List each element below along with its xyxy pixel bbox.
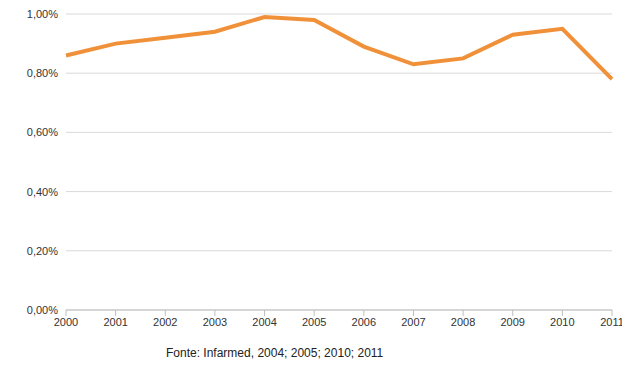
svg-text:2003: 2003 [203,316,227,328]
svg-text:2005: 2005 [302,316,326,328]
svg-text:2011: 2011 [600,316,622,328]
svg-text:2010: 2010 [550,316,574,328]
html-text:Fonte: Infarmed, 2004; 2005; 2: Fonte: Infarmed, 2004; 2005; 2010; 2011 [166,346,384,360]
svg-text:0,60%: 0,60% [27,126,58,138]
svg-text:2007: 2007 [401,316,425,328]
svg-text:0,00%: 0,00% [27,304,58,316]
svg-text:2006: 2006 [352,316,376,328]
svg-text:2004: 2004 [252,316,276,328]
svg-text:2001: 2001 [103,316,127,328]
svg-text:1,00%: 1,00% [27,8,58,20]
svg-text:2008: 2008 [451,316,475,328]
svg-text:0,20%: 0,20% [27,245,58,257]
svg-text:2000: 2000 [54,316,78,328]
svg-text:0,40%: 0,40% [27,186,58,198]
svg-text:0,80%: 0,80% [27,67,58,79]
svg-text:2009: 2009 [500,316,524,328]
svg-text:2002: 2002 [153,316,177,328]
